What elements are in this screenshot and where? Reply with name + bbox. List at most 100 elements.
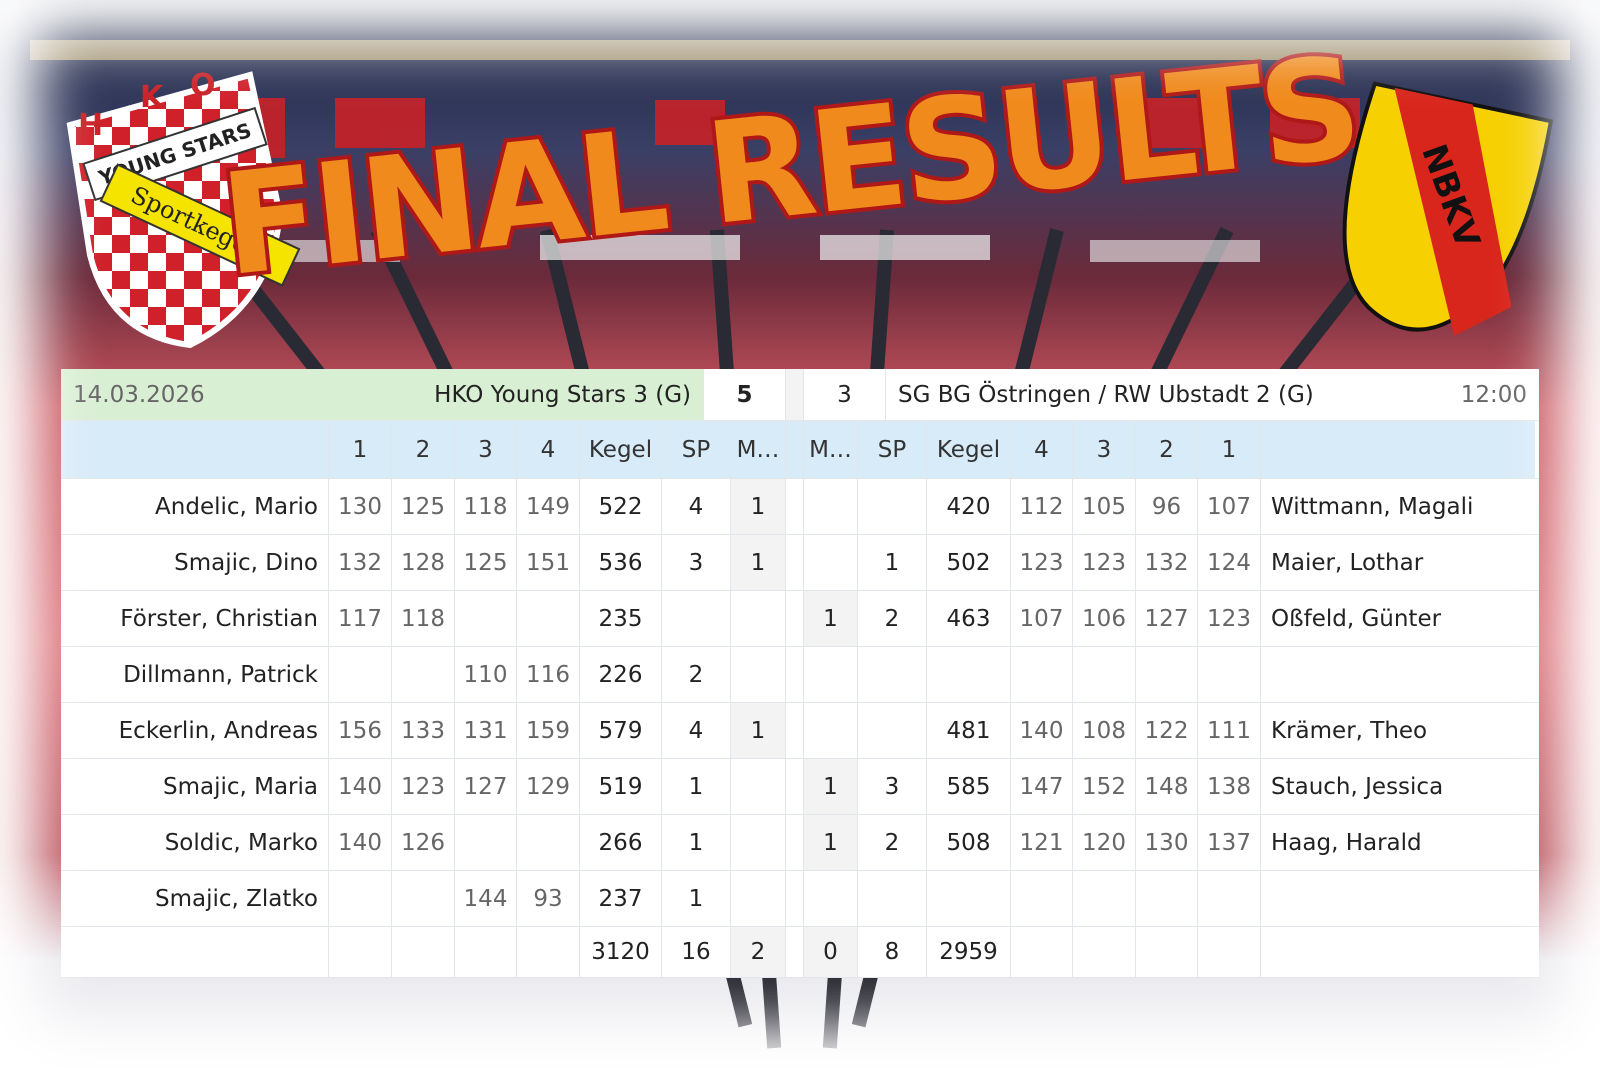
value-cell: 107 <box>1198 479 1261 534</box>
value-cell: 132 <box>1136 535 1198 590</box>
empty-cell <box>731 871 786 926</box>
home-header: 14.03.2026 HKO Young Stars 3 (G) <box>61 369 704 420</box>
value-cell: 4 <box>662 703 731 758</box>
value-cell: 140 <box>329 815 392 870</box>
empty-cell <box>858 647 927 702</box>
value-cell: 522 <box>580 479 662 534</box>
value-cell: 266 <box>580 815 662 870</box>
empty-cell <box>731 815 786 870</box>
empty-cell <box>1198 927 1261 977</box>
value-cell: 156 <box>329 703 392 758</box>
player-name: Smajic, Zlatko <box>61 871 329 926</box>
empty-cell <box>455 815 517 870</box>
player-name: Dillmann, Patrick <box>61 647 329 702</box>
ceiling-light <box>30 40 1570 60</box>
home-score: 5 <box>704 369 786 420</box>
away-team: SG BG Östringen / RW Ubstadt 2 (G) <box>898 381 1314 408</box>
empty-cell <box>61 927 329 977</box>
logo-letter: O <box>190 68 216 103</box>
column-header: 2 <box>1136 421 1198 478</box>
empty-cell <box>329 647 392 702</box>
empty-cell <box>731 759 786 814</box>
column-header-row: 1 2 3 4 Kegel SP M… M… SP Kegel 4 3 2 1 <box>61 421 1539 479</box>
empty-cell <box>517 591 580 646</box>
column-header: 1 <box>329 421 392 478</box>
empty-cell <box>858 703 927 758</box>
value-cell: 4 <box>662 479 731 534</box>
player-row: Smajic, Dino 132 128 125 151 536 3 1 1 502 123 123 1… <box>61 535 1539 591</box>
empty-cell <box>1261 871 1535 926</box>
value-cell: 131 <box>455 703 517 758</box>
gap <box>786 591 804 646</box>
column-header: 1 <box>1198 421 1261 478</box>
title-text: FINAL RESULTS <box>215 27 1365 308</box>
value-cell: 140 <box>329 759 392 814</box>
left-logo: H K O YOUNG STARS Sportkegeln <box>66 68 301 349</box>
value-cell: 118 <box>392 591 455 646</box>
value-cell: 8 <box>858 927 927 977</box>
value-cell: 3120 <box>580 927 662 977</box>
empty-cell <box>329 871 392 926</box>
value-cell: 237 <box>580 871 662 926</box>
logo-letter: H <box>78 108 103 143</box>
empty-cell <box>662 591 731 646</box>
player-name: Soldic, Marko <box>61 815 329 870</box>
gap <box>786 871 804 926</box>
value-cell: 1 <box>662 815 731 870</box>
empty-cell <box>1261 927 1535 977</box>
player-name: Haag, Harald <box>1271 829 1422 856</box>
empty-cell <box>61 421 329 478</box>
value-cell: 105 <box>1073 479 1136 534</box>
logo-letter: K <box>140 80 165 115</box>
player-row: Förster, Christian 117 118 235 1 2 463 107 106 12… <box>61 591 1539 647</box>
column-header: SP <box>662 421 731 478</box>
title: FINAL RESULTS <box>211 23 1369 312</box>
player-name: Krämer, Theo <box>1271 717 1428 744</box>
value-cell: 1 <box>731 479 786 534</box>
player-name: Andelic, Mario <box>61 479 329 534</box>
value-cell: 123 <box>1073 535 1136 590</box>
player-row: Smajic, Zlatko 144 93 237 1 <box>61 871 1539 927</box>
value-cell: 126 <box>392 815 455 870</box>
value-cell: 2 <box>858 815 927 870</box>
value-cell: 122 <box>1136 703 1198 758</box>
value-cell: 123 <box>1011 535 1073 590</box>
time: 12:00 <box>1460 381 1527 408</box>
column-header: M… <box>731 421 786 478</box>
gap <box>786 421 804 478</box>
value-cell: 127 <box>1136 591 1198 646</box>
empty-cell <box>804 535 858 590</box>
empty-cell <box>1261 421 1535 478</box>
player-name: Smajic, Dino <box>61 535 329 590</box>
empty-cell <box>455 591 517 646</box>
player-row: Andelic, Mario 130 125 118 149 522 4 1 420 112 105… <box>61 479 1539 535</box>
value-cell: 148 <box>1136 759 1198 814</box>
column-header: Kegel <box>580 421 662 478</box>
value-cell: 125 <box>392 479 455 534</box>
empty-cell <box>804 871 858 926</box>
value-cell: 463 <box>927 591 1011 646</box>
player-row: Dillmann, Patrick 110 116 226 2 <box>61 647 1539 703</box>
empty-cell <box>1073 871 1136 926</box>
player-row: Soldic, Marko 140 126 266 1 1 2 508 121 120 130 137… <box>61 815 1539 871</box>
value-cell: 144 <box>455 871 517 926</box>
value-cell: 1 <box>662 759 731 814</box>
home-team: HKO Young Stars 3 (G) <box>434 381 691 408</box>
value-cell: 235 <box>580 591 662 646</box>
value-cell: 118 <box>455 479 517 534</box>
value-cell: 1 <box>804 591 858 646</box>
column-header: M… <box>804 421 858 478</box>
value-cell: 2 <box>662 647 731 702</box>
value-cell: 502 <box>927 535 1011 590</box>
value-cell: 116 <box>517 647 580 702</box>
empty-cell <box>1136 927 1198 977</box>
value-cell: 152 <box>1073 759 1136 814</box>
value-cell: 123 <box>1198 591 1261 646</box>
value-cell: 2959 <box>927 927 1011 977</box>
value-cell: 3 <box>662 535 731 590</box>
value-cell: 149 <box>517 479 580 534</box>
gap <box>786 927 804 977</box>
value-cell: 140 <box>1011 703 1073 758</box>
player-name: Stauch, Jessica <box>1271 773 1444 800</box>
value-cell: 137 <box>1198 815 1261 870</box>
